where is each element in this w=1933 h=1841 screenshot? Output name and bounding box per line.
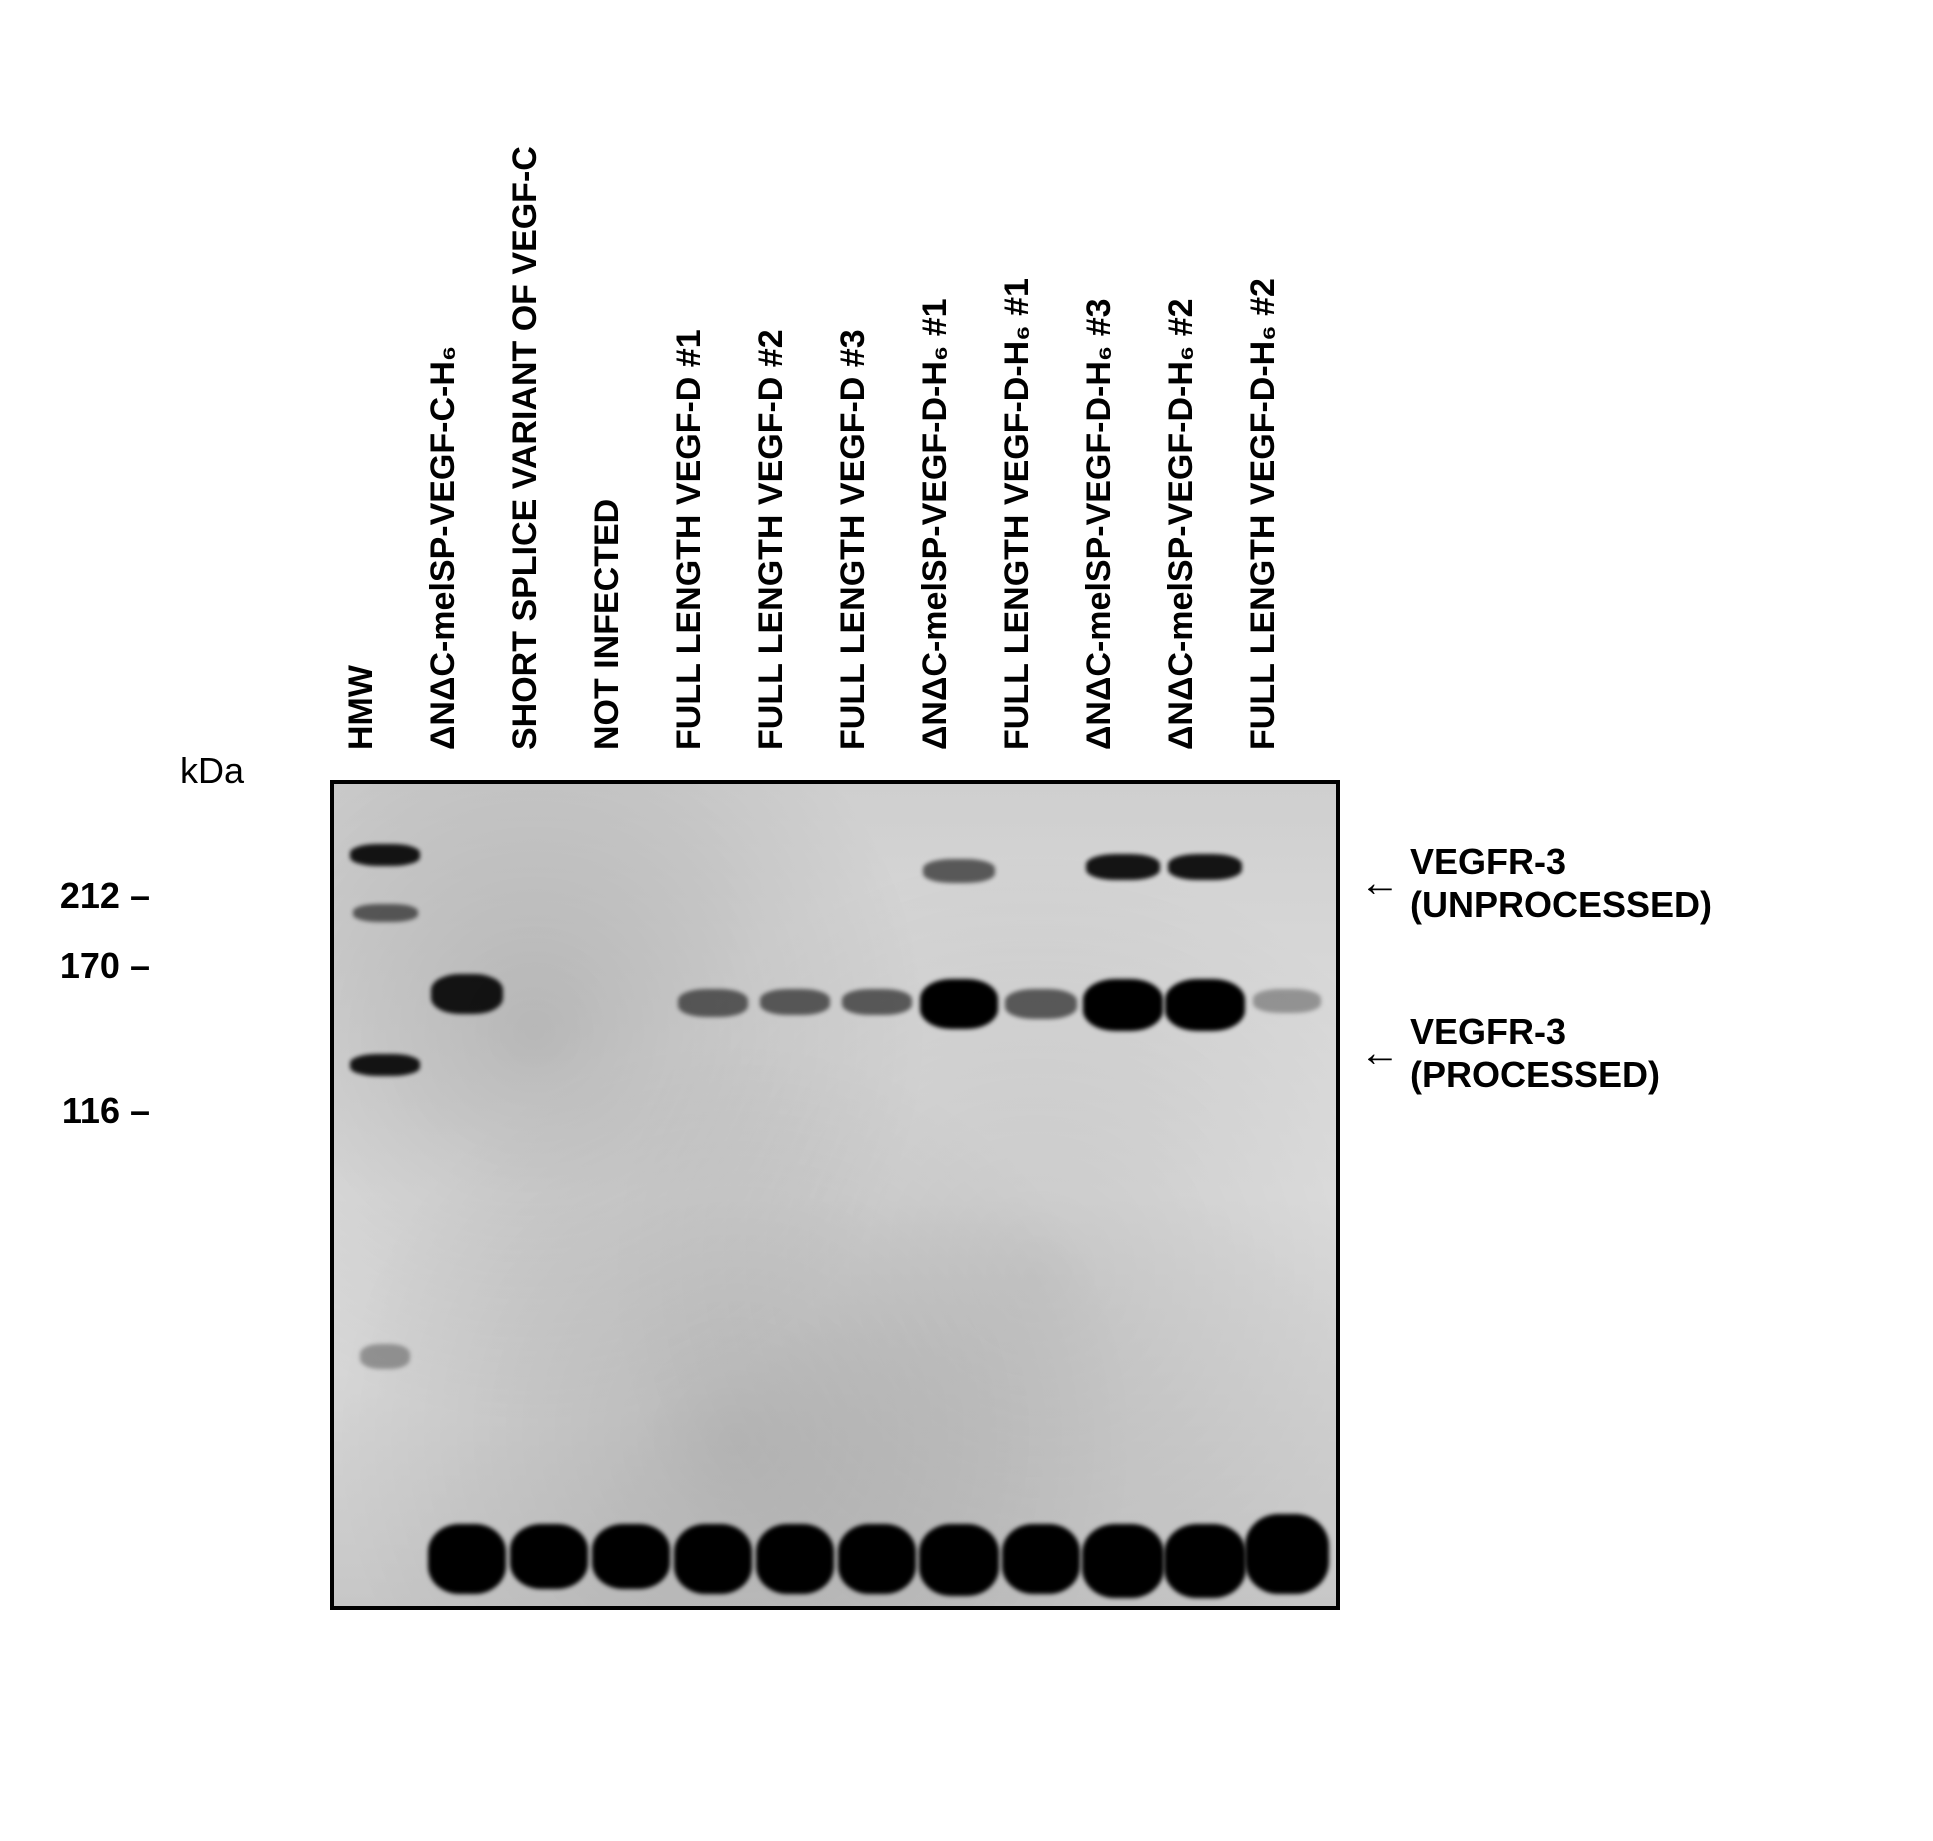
gel-background [334,784,1336,1606]
gel-band [360,1344,410,1369]
lane-label: NOT INFECTED [586,70,668,750]
lane-label: FULL LENGTH VEGF-D-H₆ #1 [996,70,1078,750]
lane-label: FULL LENGTH VEGF-D #2 [750,70,832,750]
lane-label-text: ΔNΔC-melSP-VEGF-D-H₆ #1 [916,298,955,750]
gel-band [431,974,503,1014]
gel-band [1082,1524,1164,1598]
lane-label-text: ΔNΔC-melSP-VEGF-C-H₆ [424,346,463,750]
band-arrow-label: ←VEGFR-3(UNPROCESSED) [1360,840,1712,926]
gel-band [1253,989,1321,1013]
lane-label: ΔNΔC-melSP-VEGF-C-H₆ [422,70,504,750]
gel-band [756,1524,834,1594]
gel-band [678,989,748,1017]
gel-band [510,1524,588,1589]
gel-band [1086,854,1160,880]
gel-band [592,1524,670,1589]
western-blot-figure: HMW ΔNΔC-melSP-VEGF-C-H₆ SHORT SPLICE VARI… [50,50,1883,1791]
gel-band [1005,989,1077,1019]
lane-label: HMW [340,70,422,750]
arrow-left-icon: ← [1360,861,1400,906]
gel-band [1168,854,1242,880]
gel-band [353,904,418,922]
gel-band [1164,1524,1246,1598]
arrow-label-text: VEGFR-3(UNPROCESSED) [1410,840,1712,926]
gel-band [1083,979,1163,1031]
arrow-left-icon: ← [1360,1031,1400,1076]
gel-band [1245,1514,1329,1594]
lane-label-text: ΔNΔC-melSP-VEGF-D-H₆ #2 [1162,298,1201,750]
lane-label: ΔNΔC-melSP-VEGF-D-H₆ #1 [914,70,996,750]
gel-band [920,979,998,1029]
lane-label: ΔNΔC-melSP-VEGF-D-H₆ #2 [1160,70,1242,750]
mw-marker: 116 [62,1090,150,1132]
lane-label: ΔNΔC-melSP-VEGF-D-H₆ #3 [1078,70,1160,750]
gel-band [1002,1524,1080,1594]
gel-band [1165,979,1245,1031]
lane-label: FULL LENGTH VEGF-D-H₆ #2 [1242,70,1324,750]
lane-label-text: HMW [342,665,381,750]
mw-marker: 170 [60,945,150,987]
gel-band [919,1524,999,1596]
lane-labels-row: HMW ΔNΔC-melSP-VEGF-C-H₆ SHORT SPLICE VARI… [340,70,1324,750]
lane-label-text: ΔNΔC-melSP-VEGF-D-H₆ #3 [1080,298,1119,750]
gel-band [838,1524,916,1594]
gel-band [350,844,420,866]
gel-band [842,989,912,1015]
lane-label-text: FULL LENGTH VEGF-D #1 [670,329,709,750]
band-arrow-label: ←VEGFR-3(PROCESSED) [1360,1010,1660,1096]
lane-label: SHORT SPLICE VARIANT OF VEGF-C [504,70,586,750]
lane-label-text: SHORT SPLICE VARIANT OF VEGF-C [506,146,545,750]
lane-label-text: NOT INFECTED [588,499,627,750]
gel-band [923,859,995,883]
lane-label-text: FULL LENGTH VEGF-D-H₆ #1 [998,278,1037,750]
lane-label-text: FULL LENGTH VEGF-D-H₆ #2 [1244,278,1283,750]
gel-band [760,989,830,1015]
arrow-label-text: VEGFR-3(PROCESSED) [1410,1010,1660,1096]
gel-band [674,1524,752,1594]
gel-band [428,1524,506,1594]
lane-label: FULL LENGTH VEGF-D #3 [832,70,914,750]
kda-axis-label: kDa [180,750,244,792]
lane-label-text: FULL LENGTH VEGF-D #3 [834,329,873,750]
mw-marker: 212 [60,875,150,917]
gel-band [350,1054,420,1076]
lane-label: FULL LENGTH VEGF-D #1 [668,70,750,750]
gel-image [330,780,1340,1610]
lane-label-text: FULL LENGTH VEGF-D #2 [752,329,791,750]
